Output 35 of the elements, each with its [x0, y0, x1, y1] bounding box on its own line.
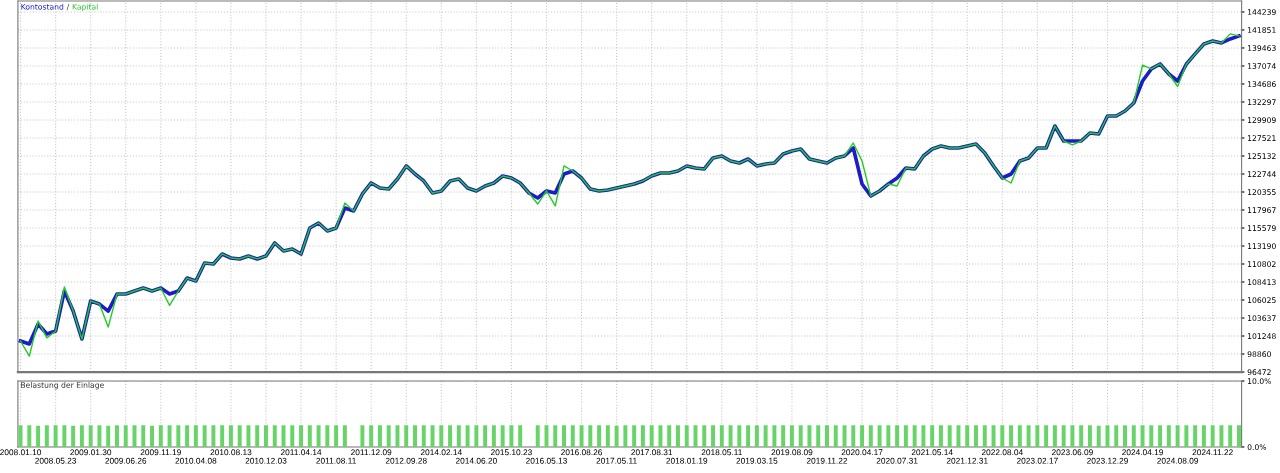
x-tick-label: 2019.03.15	[736, 457, 778, 464]
x-tick-label: 2021.12.31	[946, 457, 988, 464]
x-tick-label: 2010.04.08	[175, 457, 217, 464]
x-tick-label: 2014.06.20	[455, 457, 497, 464]
x-tick-label: 2016.08.26	[561, 449, 603, 456]
x-tick-label: 2024.04.19	[1122, 449, 1164, 456]
x-tick-label: 2020.07.31	[876, 457, 918, 464]
x-tick-label: 2019.11.22	[806, 457, 848, 464]
x-tick-label: 2011.04.14	[280, 449, 322, 456]
x-tick-label: 2017.05.11	[596, 457, 637, 464]
x-tick-label: 2009.01.30	[70, 449, 112, 456]
x-tick-label: 2011.12.09	[351, 449, 392, 456]
x-tick-label: 2015.10.23	[490, 449, 532, 456]
x-tick-label: 2023.12.29	[1087, 457, 1128, 464]
x-tick-label: 2008.05.23	[35, 457, 77, 464]
x-tick-label: 2022.08.04	[981, 449, 1023, 456]
x-tick-label: 2023.02.17	[1016, 457, 1058, 464]
x-tick-label: 2009.11.19	[140, 449, 181, 456]
x-tick-label: 2018.01.19	[666, 457, 708, 464]
x-tick-label: 2018.05.11	[701, 449, 742, 456]
x-tick-label: 2021.05.14	[911, 449, 953, 456]
x-tick-label: 2010.08.13	[210, 449, 252, 456]
x-tick-label: 2020.04.17	[841, 449, 883, 456]
x-tick-label: 2019.08.09	[771, 449, 813, 456]
x-tick-label: 2017.08.31	[631, 449, 673, 456]
x-tick-label: 2024.11.22	[1192, 449, 1233, 456]
x-tick-label: 2010.12.03	[245, 457, 287, 464]
x-tick-label: 2009.06.26	[105, 457, 147, 464]
x-tick-label: 2016.05.13	[526, 457, 567, 464]
x-tick-label: 2012.09.28	[385, 457, 427, 464]
x-tick-label: 2008.01.10	[0, 449, 42, 456]
x-tick-label: 2014.02.14	[420, 449, 462, 456]
x-tick-label: 2011.08.11	[316, 457, 356, 464]
x-tick-label: 2024.08.09	[1157, 457, 1199, 464]
x-tick-label: 2023.06.09	[1051, 449, 1093, 456]
